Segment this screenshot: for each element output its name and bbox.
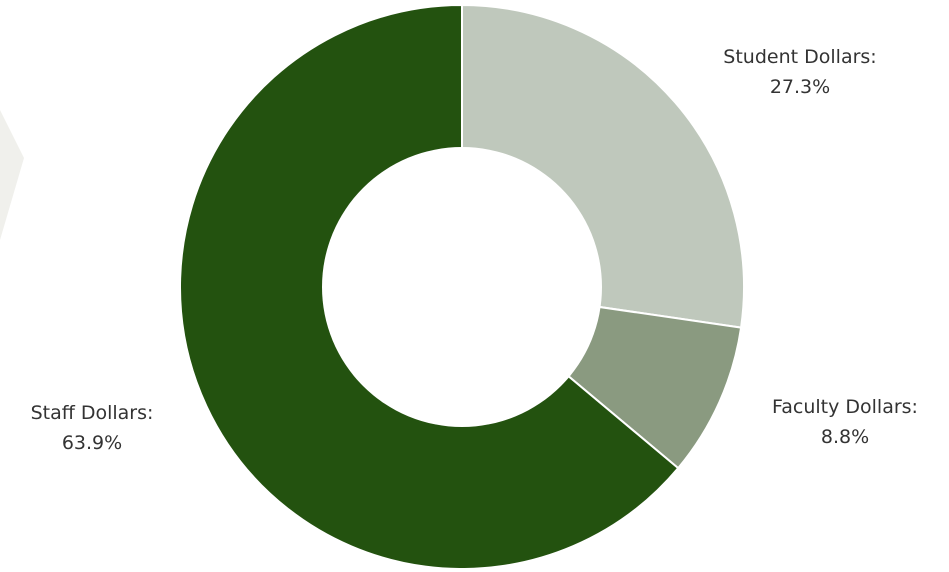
staff-label-name: Staff Dollars:	[31, 402, 154, 424]
faculty-label-value: 8.8%	[821, 426, 869, 448]
donut-hole	[322, 147, 602, 427]
staff-label-value: 63.9%	[62, 432, 122, 454]
student-label-name: Student Dollars:	[723, 46, 876, 68]
student-label-value: 27.3%	[770, 76, 830, 98]
faculty-label-name: Faculty Dollars:	[772, 396, 918, 418]
background-hexagon-shape	[0, 110, 24, 240]
